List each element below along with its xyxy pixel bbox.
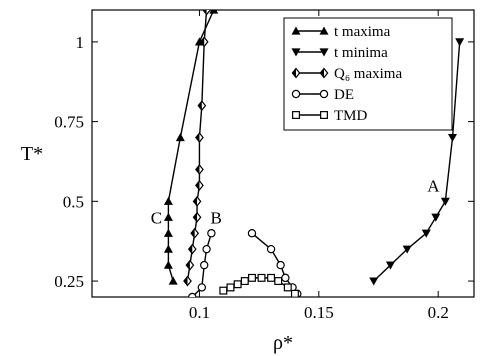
legend-marker [291,26,301,35]
legend-marker [319,48,329,57]
legend-marker-fill [320,68,324,78]
y-axis-label: T* [21,143,43,165]
legend-marker [320,111,328,119]
tmd-series [219,273,299,297]
y-tick-label: 0.25 [54,272,84,291]
legend-entry-tmd: TMD [292,108,368,124]
y-tick-label: 0.75 [54,113,84,132]
tmd-point [226,283,235,292]
legend-label: Q₆ maxima [334,66,402,82]
q-maxima-point-fill [186,260,190,270]
de-point [188,292,197,297]
de-point [247,229,257,238]
de-point [281,273,290,283]
q-maxima-point-fill [188,244,193,254]
tmd-point [267,273,276,282]
tmd-point [290,289,299,297]
y-tick-label: 0.5 [63,192,84,211]
y-tick-label: 1 [76,33,85,52]
t-maxima-point [163,228,173,237]
legend-marker [292,111,300,119]
de-point [266,244,276,254]
de-point [202,244,211,254]
t-maxima-point [175,133,185,142]
legend-label: t maxima [334,24,391,40]
x-axis-label: ρ* [273,332,293,354]
t-minima-point [421,229,431,238]
annotation-c: C [151,208,162,227]
legend-entry-de: DE [291,87,354,103]
legend-marker [319,89,329,99]
x-tick-label: 0.2 [428,303,449,322]
legend-label: t minima [334,45,388,61]
legend-entry-t-minima: t minima [291,45,388,61]
t-minima-point [402,245,412,254]
t-maxima-line [167,10,215,282]
t-maxima-point [163,260,173,269]
legend-marker [291,89,301,99]
legend-entry-t-maxima: t maxima [291,24,391,40]
annotation-layer: C B A [151,176,440,227]
t-minima-point [385,261,395,270]
de-point [276,260,285,270]
t-minima-point [448,133,458,143]
t-maxima-point [168,276,178,285]
q-maxima-point-fill [191,228,195,238]
t-maxima-series [163,10,219,285]
tmd-point [257,273,266,282]
de-point [197,283,207,292]
de-point [207,229,216,238]
t-maxima-point [209,10,219,14]
t-minima-point [431,213,441,222]
de-series [188,229,216,297]
tmd-point [283,283,292,292]
q-maxima-point-fill [195,133,200,143]
legend-box [283,17,453,131]
tmd-point [219,286,228,295]
q-maxima-point-fill [200,37,205,47]
t-maxima-point [163,244,173,253]
tmd-point [240,277,249,286]
legend-label: TMD [334,108,368,124]
t-minima-point [455,38,465,47]
plot-frame [91,9,475,298]
q-maxima-point-fill [195,164,200,174]
de-point [200,260,209,270]
x-tick-label: 0.1 [189,303,210,322]
legend-label: DE [334,87,354,103]
q-maxima-point-fill [183,276,188,286]
t-minima-series [369,38,465,286]
legend-entry-q-maxima: Q₆ maxima [291,66,402,82]
q-maxima-point-fill [193,212,198,222]
q-maxima-point-fill [195,180,200,190]
x-tick-label: 0.15 [304,303,334,322]
t-maxima-point [163,212,173,221]
legend-marker [319,26,329,35]
q-maxima-series [183,10,211,287]
de-series [247,229,302,297]
q-maxima-point-fill [203,10,207,15]
tmd-point [233,280,242,289]
legend: t maxima t minima Q₆ maxima DE TMD [283,17,453,131]
annotation-a: A [427,176,440,195]
legend-marker-fill [292,68,296,78]
tmd-point [274,277,283,286]
series-layer [163,10,465,297]
q-maxima-point-fill [198,101,202,111]
t-minima-point [440,197,450,206]
axes-layer: 0.1 0.15 0.2 0.25 0.5 0.75 1 [54,10,474,322]
t-minima-point [369,277,379,286]
t-maxima-point [163,196,173,205]
q-maxima-point-fill [193,196,198,206]
annotation-b: B [210,208,221,227]
tmd-point [247,273,256,282]
legend-marker [291,48,301,57]
